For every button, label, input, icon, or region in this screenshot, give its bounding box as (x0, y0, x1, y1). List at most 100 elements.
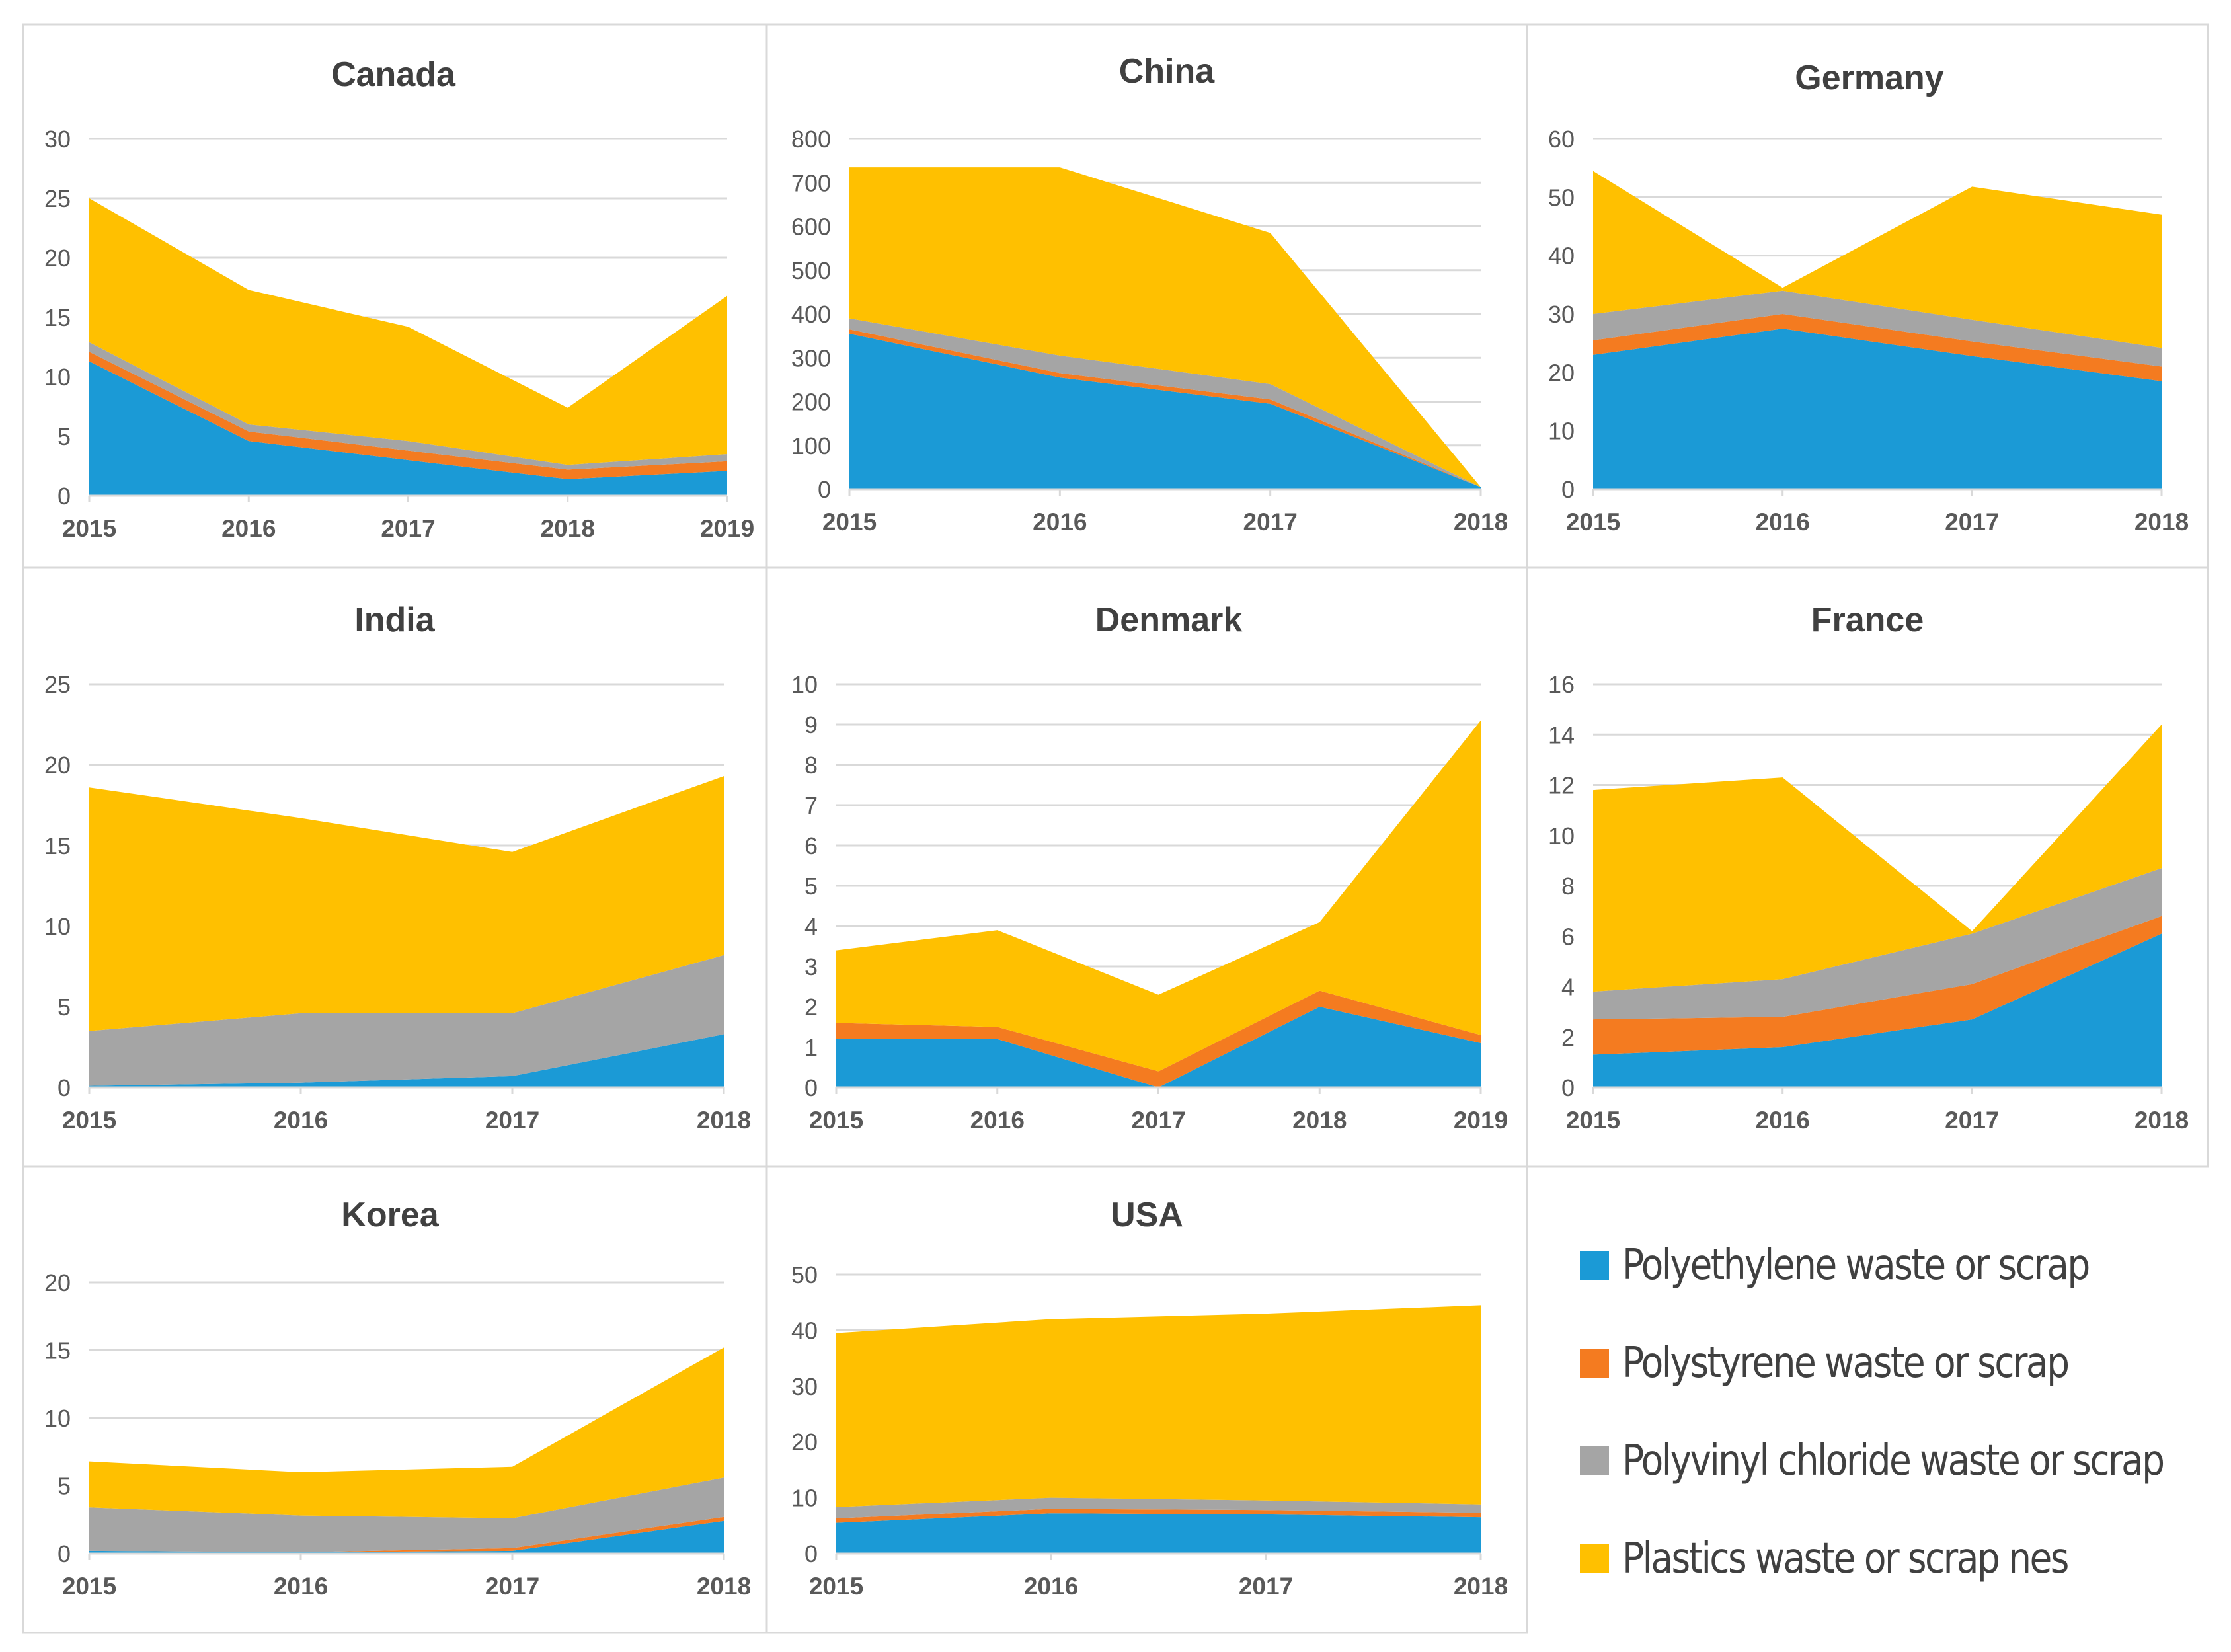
area-nes (1593, 725, 2162, 992)
area-polystyrene (836, 1509, 1481, 1523)
y-tick-label: 20 (44, 1269, 71, 1296)
legend-item-pvc: Polyvinyl chloride waste or scrap (1580, 1412, 2214, 1510)
y-tick-label: 15 (44, 832, 71, 859)
x-tick-label: 2017 (485, 1573, 539, 1600)
y-tick-label: 20 (44, 752, 71, 779)
chart-korea: 0 5 10 15 20 2015 2016 2017 2018 Korea (44, 1196, 751, 1600)
x-tick-label: 2016 (970, 1107, 1025, 1134)
chart-title: France (1811, 601, 1924, 639)
y-tick-label: 16 (1548, 671, 1575, 698)
x-tick-label: 2015 (1566, 508, 1620, 535)
area-nes (836, 720, 1481, 1072)
area-polystyrene (836, 990, 1481, 1087)
area-nes (89, 776, 724, 1031)
y-tick-label: 3 (804, 953, 818, 980)
y-tick-label: 25 (44, 185, 71, 212)
legend-item-nes: Plastics waste or scrap nes (1580, 1510, 2214, 1608)
x-tick-label: 2015 (62, 515, 116, 542)
area-pvc (89, 1477, 724, 1552)
area-polyethylene (89, 361, 727, 496)
area-polystyrene (89, 1516, 724, 1552)
chart-title: Germany (1795, 59, 1944, 97)
y-tick-label: 200 (791, 389, 831, 416)
area-polystyrene (1593, 314, 2162, 381)
y-tick-label: 20 (791, 1429, 818, 1456)
area-polyethylene (1593, 329, 2162, 489)
panel-border (765, 1165, 1528, 1634)
y-tick-label: 8 (1561, 873, 1575, 900)
area-polystyrene (1593, 916, 2162, 1055)
x-tick-label: 2016 (1024, 1573, 1078, 1600)
y-tick-label: 10 (1548, 822, 1575, 849)
area-pvc (1593, 290, 2162, 367)
area-pvc (89, 342, 727, 470)
y-tick-label: 7 (804, 792, 818, 819)
y-tick-label: 800 (791, 126, 831, 153)
legend-label: Polystyrene waste or scrap (1622, 1339, 2070, 1388)
area-polyethylene (89, 1034, 724, 1087)
panel-border (1526, 566, 2209, 1168)
y-tick-label: 700 (791, 169, 831, 196)
y-tick-label: 5 (58, 423, 71, 450)
y-tick-label: 14 (1548, 721, 1575, 748)
x-tick-label: 2016 (221, 515, 276, 542)
y-tick-label: 6 (1561, 923, 1575, 950)
y-tick-label: 0 (804, 1074, 818, 1101)
chart-title: India (354, 601, 435, 639)
y-tick-label: 5 (804, 873, 818, 900)
x-tick-label: 2015 (62, 1107, 116, 1134)
legend-swatch-polystyrene (1580, 1349, 1609, 1378)
y-tick-label: 15 (44, 304, 71, 331)
y-tick-label: 1 (804, 1034, 818, 1061)
chart-title: Canada (331, 56, 456, 94)
x-tick-label: 2016 (274, 1107, 328, 1134)
legend-label: Plastics waste or scrap nes (1622, 1534, 2069, 1583)
area-nes (1593, 171, 2162, 348)
area-pvc (89, 955, 724, 1086)
chart-france: 0 2 4 6 8 10 12 14 16 2015 2016 2017 2018 France (1548, 601, 2189, 1134)
legend-swatch-nes (1580, 1544, 1609, 1573)
area-polyethylene (849, 333, 1481, 489)
area-nes (89, 1347, 724, 1518)
y-tick-label: 40 (1548, 243, 1575, 270)
y-tick-label: 8 (804, 752, 818, 779)
chart-title: China (1119, 52, 1216, 91)
y-tick-label: 50 (791, 1261, 818, 1288)
y-tick-label: 500 (791, 257, 831, 284)
y-tick-label: 10 (791, 671, 818, 698)
y-tick-label: 50 (1548, 184, 1575, 211)
y-tick-label: 0 (1561, 476, 1575, 503)
y-tick-label: 25 (44, 671, 71, 698)
area-pvc (836, 1497, 1481, 1518)
y-tick-label: 9 (804, 711, 818, 738)
y-tick-label: 40 (791, 1317, 818, 1344)
y-tick-label: 10 (44, 913, 71, 940)
area-nes (836, 1305, 1481, 1507)
area-pvc (1593, 868, 2162, 1020)
x-tick-label: 2017 (485, 1107, 539, 1134)
y-tick-label: 600 (791, 214, 831, 241)
x-tick-label: 2017 (1945, 508, 1999, 535)
x-tick-label: 2015 (809, 1107, 863, 1134)
x-tick-label: 2015 (1566, 1107, 1620, 1134)
y-tick-label: 0 (804, 1540, 818, 1567)
x-tick-label: 2018 (2134, 1107, 2189, 1134)
legend-label: Polyethylene waste or scrap (1622, 1241, 2090, 1290)
x-tick-label: 2019 (1454, 1107, 1508, 1134)
chart-india: 0 5 10 15 20 25 2015 2016 2017 2018 India (44, 601, 751, 1134)
x-tick-label: 2018 (1454, 1573, 1508, 1600)
legend-item-polyethylene: Polyethylene waste or scrap (1580, 1216, 2214, 1314)
x-tick-label: 2018 (697, 1573, 751, 1600)
x-tick-label: 2015 (62, 1573, 116, 1600)
y-tick-label: 4 (1561, 974, 1575, 1001)
y-tick-label: 20 (1548, 359, 1575, 386)
y-tick-label: 30 (44, 126, 71, 153)
y-tick-label: 4 (804, 913, 818, 940)
chart-title: USA (1111, 1196, 1183, 1234)
y-tick-label: 0 (818, 476, 831, 503)
x-tick-label: 2018 (541, 515, 595, 542)
area-nes (89, 198, 727, 465)
y-tick-label: 5 (58, 994, 71, 1021)
y-tick-label: 0 (58, 483, 71, 510)
